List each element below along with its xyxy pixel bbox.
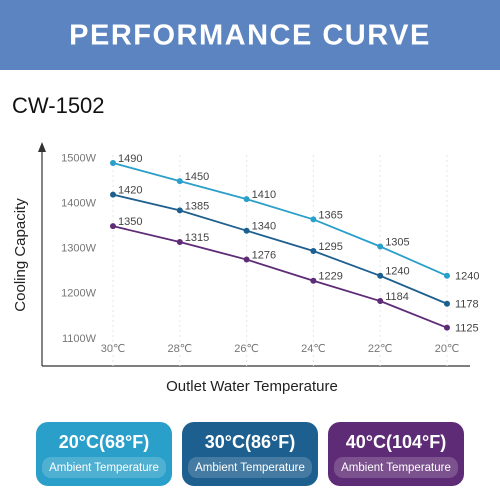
legend-box [328, 422, 464, 486]
y-tick-label: 1100W [62, 333, 97, 345]
data-point [444, 272, 450, 279]
data-label: 1295 [318, 241, 342, 253]
x-tick-label: 26℃ [234, 343, 259, 355]
legend-box [182, 422, 318, 486]
data-label: 1315 [185, 232, 209, 244]
legend-label: 20°C(68°F) [59, 432, 149, 452]
legend-note: Ambient Temperature [341, 462, 451, 474]
data-label: 1365 [318, 209, 342, 221]
data-point [110, 191, 116, 198]
legend-box [36, 422, 172, 486]
data-point [310, 216, 317, 223]
data-point [110, 160, 116, 167]
data-point [377, 272, 384, 279]
x-tick-label: 22℃ [368, 343, 393, 355]
series-line [112, 225, 448, 329]
data-point [176, 178, 183, 185]
y-axis-arrow [38, 142, 46, 152]
data-point [377, 298, 384, 305]
data-point [310, 277, 317, 284]
data-label: 1385 [185, 200, 209, 212]
x-tick-label: 24℃ [301, 343, 326, 355]
chart-title: CW-1502 [12, 93, 105, 118]
legend-note-box [42, 457, 166, 478]
x-tick-label: 30℃ [101, 343, 126, 355]
data-point [444, 300, 450, 307]
data-label: 1240 [385, 266, 409, 278]
data-point [176, 207, 183, 214]
y-tick-label: 1500W [61, 152, 96, 164]
data-label: 1450 [185, 171, 209, 183]
header-title: PERFORMANCE CURVE [69, 20, 431, 52]
x-axis-title: Outlet Water Temperature [166, 378, 338, 395]
legend-note-box [334, 457, 458, 478]
legend-note-box [188, 457, 312, 478]
data-label: 1410 [252, 189, 276, 201]
data-label: 1350 [118, 216, 142, 228]
data-point [444, 324, 450, 331]
data-point [110, 223, 116, 230]
legend-label: 40°C(104°F) [346, 432, 446, 452]
data-label: 1420 [118, 185, 142, 197]
data-label: 1490 [118, 153, 142, 165]
y-axis-title: Cooling Capacity [12, 198, 29, 312]
data-label: 1178 [455, 299, 479, 311]
data-label: 1229 [318, 271, 342, 283]
y-tick-label: 1300W [61, 243, 96, 255]
legend-note: Ambient Temperature [49, 462, 159, 474]
y-tick-label: 1400W [61, 198, 96, 210]
header-band [0, 0, 500, 70]
data-label: 1305 [385, 236, 409, 248]
data-point [243, 256, 250, 263]
data-label: 1125 [455, 323, 479, 335]
series-line [112, 162, 448, 277]
data-label: 1340 [252, 221, 276, 233]
legend-label: 30°C(86°F) [205, 432, 295, 452]
data-point [176, 238, 183, 245]
data-label: 1184 [385, 291, 409, 303]
data-label: 1276 [252, 249, 276, 261]
data-label: 1240 [455, 271, 479, 283]
legend-note: Ambient Temperature [195, 462, 305, 474]
y-tick-label: 1200W [61, 288, 96, 300]
series-line [112, 193, 448, 305]
data-point [243, 227, 250, 234]
data-point [243, 196, 250, 203]
x-tick-label: 28℃ [168, 343, 193, 355]
data-point [377, 243, 384, 250]
x-tick-label: 20℃ [435, 343, 460, 355]
data-point [310, 247, 317, 254]
